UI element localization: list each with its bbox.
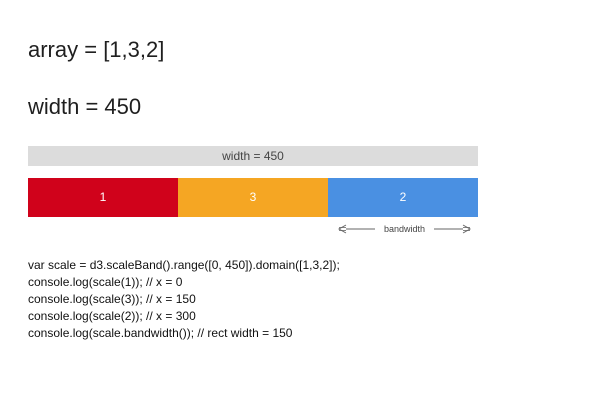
- arrow-left-icon: [337, 224, 375, 234]
- band-3: 3: [178, 178, 328, 217]
- code-block: var scale = d3.scaleBand().range([0, 450…: [28, 257, 340, 342]
- band-1: 1: [28, 178, 178, 217]
- array-heading: array = [1,3,2]: [28, 37, 165, 62]
- arrow-right-icon: [434, 224, 472, 234]
- code-line: console.log(scale(3)); // x = 150: [28, 292, 196, 306]
- width-heading: width = 450: [28, 94, 142, 119]
- bandwidth-annotation: bandwidth: [337, 222, 472, 236]
- code-line: console.log(scale.bandwidth()); // rect …: [28, 326, 293, 340]
- bandwidth-label: bandwidth: [383, 224, 426, 234]
- bandwidth-arrows: [337, 224, 472, 234]
- width-bar: width = 450: [28, 146, 478, 166]
- code-line: var scale = d3.scaleBand().range([0, 450…: [28, 258, 340, 272]
- width-bar-label: width = 450: [222, 149, 284, 163]
- band-2: 2: [328, 178, 478, 217]
- code-line: console.log(scale(1)); // x = 0: [28, 275, 183, 289]
- code-line: console.log(scale(2)); // x = 300: [28, 309, 196, 323]
